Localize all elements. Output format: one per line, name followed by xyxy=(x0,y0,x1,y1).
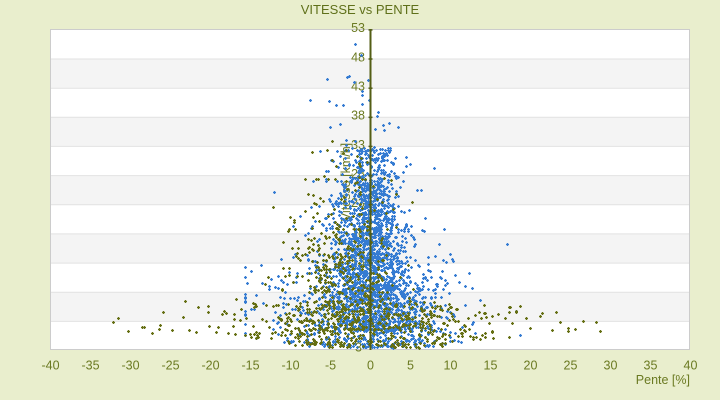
svg-text:-25: -25 xyxy=(161,359,179,373)
svg-text:38: 38 xyxy=(351,109,365,123)
svg-text:VITESSE vs PENTE: VITESSE vs PENTE xyxy=(301,2,420,17)
svg-text:48: 48 xyxy=(351,50,365,64)
svg-text:10: 10 xyxy=(444,359,458,373)
svg-text:-30: -30 xyxy=(121,359,139,373)
svg-text:-40: -40 xyxy=(41,359,59,373)
svg-text:53: 53 xyxy=(351,21,365,35)
svg-text:Pente [%]: Pente [%] xyxy=(636,373,690,387)
svg-text:-35: -35 xyxy=(81,359,99,373)
svg-text:3: 3 xyxy=(355,341,362,355)
svg-text:25: 25 xyxy=(564,359,578,373)
svg-text:-10: -10 xyxy=(281,359,299,373)
svg-text:0: 0 xyxy=(367,359,374,373)
svg-text:20: 20 xyxy=(524,359,538,373)
svg-text:30: 30 xyxy=(604,359,618,373)
svg-text:35: 35 xyxy=(644,359,658,373)
svg-text:-5: -5 xyxy=(325,359,336,373)
svg-text:-20: -20 xyxy=(201,359,219,373)
svg-text:15: 15 xyxy=(484,359,498,373)
svg-text:40: 40 xyxy=(684,359,698,373)
svg-text:-15: -15 xyxy=(241,359,259,373)
svg-text:5: 5 xyxy=(407,359,414,373)
